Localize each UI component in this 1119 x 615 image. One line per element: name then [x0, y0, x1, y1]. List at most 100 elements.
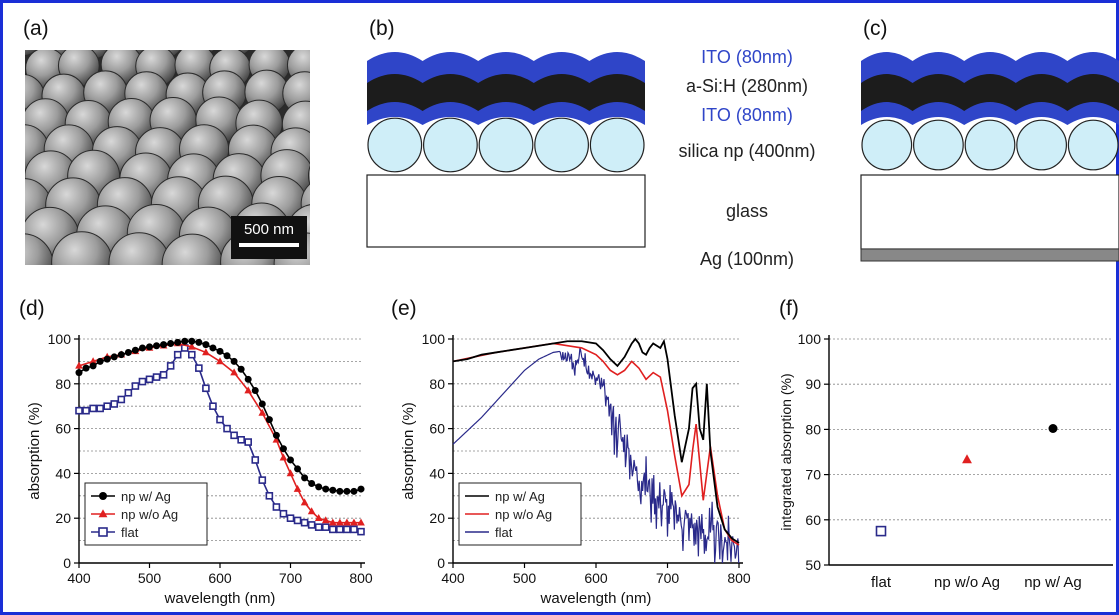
- label-ito-top: ITO (80nm): [701, 47, 793, 67]
- marker-circle: [1048, 423, 1058, 433]
- marker-circle: [202, 341, 210, 349]
- marker-square: [188, 350, 196, 359]
- marker-square: [117, 395, 126, 404]
- marker-square: [244, 438, 252, 446]
- x-tick-label: 500: [138, 570, 162, 586]
- y-axis-label: absorption (%): [400, 402, 417, 500]
- silica-nanoparticle: [1067, 119, 1119, 171]
- scale-bar-box: [231, 216, 307, 259]
- y-tick-label: 0: [437, 555, 445, 571]
- series-line-flat: [452, 347, 740, 564]
- marker-triangle: [321, 516, 330, 524]
- x-tick-label: 500: [513, 570, 537, 586]
- marker-circle: [124, 348, 132, 356]
- sem-bead: [307, 165, 310, 186]
- marker-square: [110, 400, 119, 408]
- legend-label: np w/ Ag: [495, 489, 545, 504]
- y-tick-label: 60: [805, 512, 821, 528]
- label-silica: silica np (400nm): [678, 141, 816, 161]
- marker-triangle: [314, 514, 323, 521]
- marker-circle: [153, 342, 161, 350]
- x-tick-label: 600: [208, 570, 232, 586]
- x-tick-label: 400: [67, 570, 91, 586]
- sem-micrograph: 500 nm: [25, 50, 310, 265]
- ito-bottom-layer: [367, 101, 645, 125]
- glass-substrate: [860, 174, 1119, 250]
- ito-top-layer: [367, 52, 645, 83]
- marker-square: [286, 514, 295, 522]
- y-tick-label: 40: [429, 465, 445, 481]
- marker-square: [300, 518, 309, 527]
- marker-circle: [117, 351, 125, 359]
- x-axis-label: wavelength (nm): [540, 590, 652, 607]
- marker-circle: [357, 485, 365, 493]
- silica-nanoparticle: [1016, 119, 1067, 171]
- legend-label: np w/ Ag: [121, 489, 171, 504]
- marker-circle: [279, 445, 287, 453]
- marker-circle: [237, 365, 245, 373]
- marker-triangle: [357, 518, 365, 526]
- marker-square: [145, 375, 154, 384]
- marker-square: [82, 406, 90, 415]
- marker-square: [209, 402, 217, 410]
- marker-circle: [308, 479, 316, 487]
- y-tick-label: 100: [422, 331, 446, 347]
- legend-label: flat: [121, 525, 139, 540]
- y-tick-label: 20: [55, 510, 71, 526]
- ito-bottom-layer: [861, 101, 1119, 125]
- marker-square: [89, 404, 97, 413]
- marker-circle: [223, 352, 231, 360]
- marker-square: [131, 382, 140, 390]
- marker-triangle: [258, 408, 267, 416]
- marker-triangle: [244, 386, 253, 394]
- marker-circle: [216, 347, 224, 355]
- y-tick-label: 80: [429, 376, 445, 392]
- marker-square: [343, 525, 351, 534]
- label-glass: glass: [725, 201, 769, 221]
- silica-nanoparticle: [913, 119, 964, 171]
- x-tick-label: 800: [349, 570, 373, 586]
- panel-label-c: (c): [863, 17, 888, 40]
- marker-square: [237, 436, 245, 444]
- panel-label-f: (f): [779, 297, 799, 320]
- marker-circle: [99, 492, 107, 500]
- y-axis-label: integrated absorption (%): [778, 373, 794, 530]
- glass-substrate: [366, 174, 646, 248]
- marker-circle: [82, 364, 90, 372]
- layer-stack-schematics: [366, 52, 1119, 262]
- marker-circle: [160, 341, 168, 349]
- series-line-np-w-ag: [452, 337, 740, 544]
- silica-nanoparticle: [367, 117, 423, 173]
- marker-triangle: [300, 498, 309, 506]
- marker-triangle: [293, 484, 302, 492]
- y-tick-label: 90: [805, 376, 821, 392]
- x-category-label: np w/o Ag: [934, 574, 1000, 591]
- x-category-label: np w/ Ag: [1024, 574, 1082, 591]
- marker-circle: [315, 483, 323, 491]
- stack-without-ag: [366, 52, 646, 248]
- y-axis-label: absorption (%): [26, 402, 43, 500]
- marker-circle: [131, 346, 139, 354]
- marker-square: [138, 377, 147, 386]
- series-line-np-wo-ag: [452, 342, 740, 546]
- marker-circle: [188, 337, 196, 345]
- marker-triangle: [98, 509, 108, 518]
- marker-square: [98, 527, 108, 537]
- panel-label-a: (a): [23, 17, 49, 40]
- x-tick-label: 600: [584, 570, 608, 586]
- x-tick-label: 700: [656, 570, 680, 586]
- marker-triangle: [202, 348, 210, 356]
- label-ag: Ag (100nm): [699, 249, 795, 269]
- chart-d-absorption: 0 20 40 60 80 100 400 500 600 700 800 wavelength (n…: [26, 331, 373, 607]
- x-tick-label: 800: [727, 570, 751, 586]
- ag-back-reflector: [860, 248, 1119, 262]
- marker-circle: [265, 416, 273, 424]
- marker-square: [328, 525, 337, 534]
- marker-square: [124, 388, 133, 397]
- marker-square: [96, 404, 104, 413]
- marker-circle: [110, 353, 118, 361]
- asi-layer: [367, 70, 645, 111]
- chart-e-absorption: 0 20 40 60 80 100 400 500 600 700 800 wavelength (n…: [400, 331, 751, 607]
- marker-triangle: [286, 469, 295, 477]
- marker-square: [272, 503, 281, 511]
